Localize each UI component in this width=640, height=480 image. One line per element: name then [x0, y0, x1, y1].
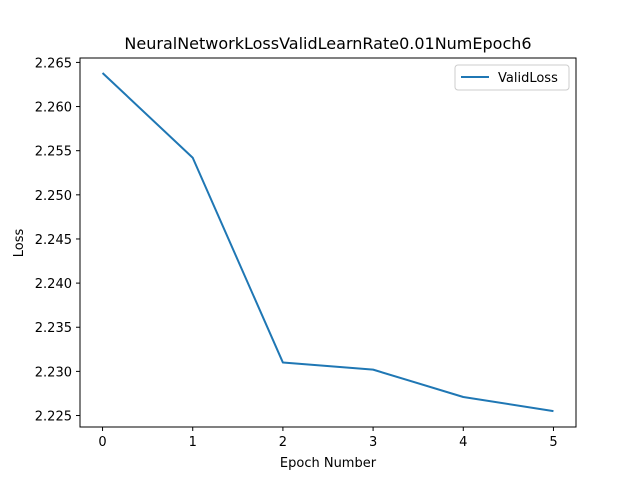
y-tick-label: 2.225: [35, 410, 72, 425]
y-tick-label: 2.230: [35, 365, 72, 380]
plot-frame: [79, 57, 577, 428]
y-axis-label: Loss: [12, 229, 27, 258]
legend-label: ValidLoss: [498, 71, 558, 86]
y-tick-label: 2.235: [35, 321, 72, 336]
x-tick-label: 0: [98, 435, 106, 450]
x-axis: 0 1 2 3 4 5: [98, 427, 558, 450]
y-axis: 2.225 2.230 2.235 2.240 2.245 2.250 2.255 2.260…: [35, 56, 80, 425]
y-tick-label: 2.240: [35, 277, 72, 292]
legend: ValidLoss: [454, 64, 570, 91]
y-tick-label: 2.255: [35, 145, 72, 160]
y-tick-label: 2.260: [35, 101, 72, 116]
y-tick-label: 2.245: [35, 233, 72, 248]
x-tick-label: 3: [369, 435, 377, 450]
chart-title: NeuralNetworkLossValidLearnRate0.01NumEp…: [124, 34, 531, 53]
series-layer: [101, 72, 554, 413]
x-tick-label: 5: [549, 435, 557, 450]
legend-box: [454, 64, 570, 91]
x-tick-label: 1: [189, 435, 197, 450]
series-line: [101, 72, 554, 413]
y-tick-label: 2.265: [35, 56, 72, 71]
x-axis-label: Epoch Number: [280, 456, 377, 471]
x-tick-label: 4: [459, 435, 467, 450]
x-tick-label: 2: [279, 435, 287, 450]
y-tick-label: 2.250: [35, 189, 72, 204]
